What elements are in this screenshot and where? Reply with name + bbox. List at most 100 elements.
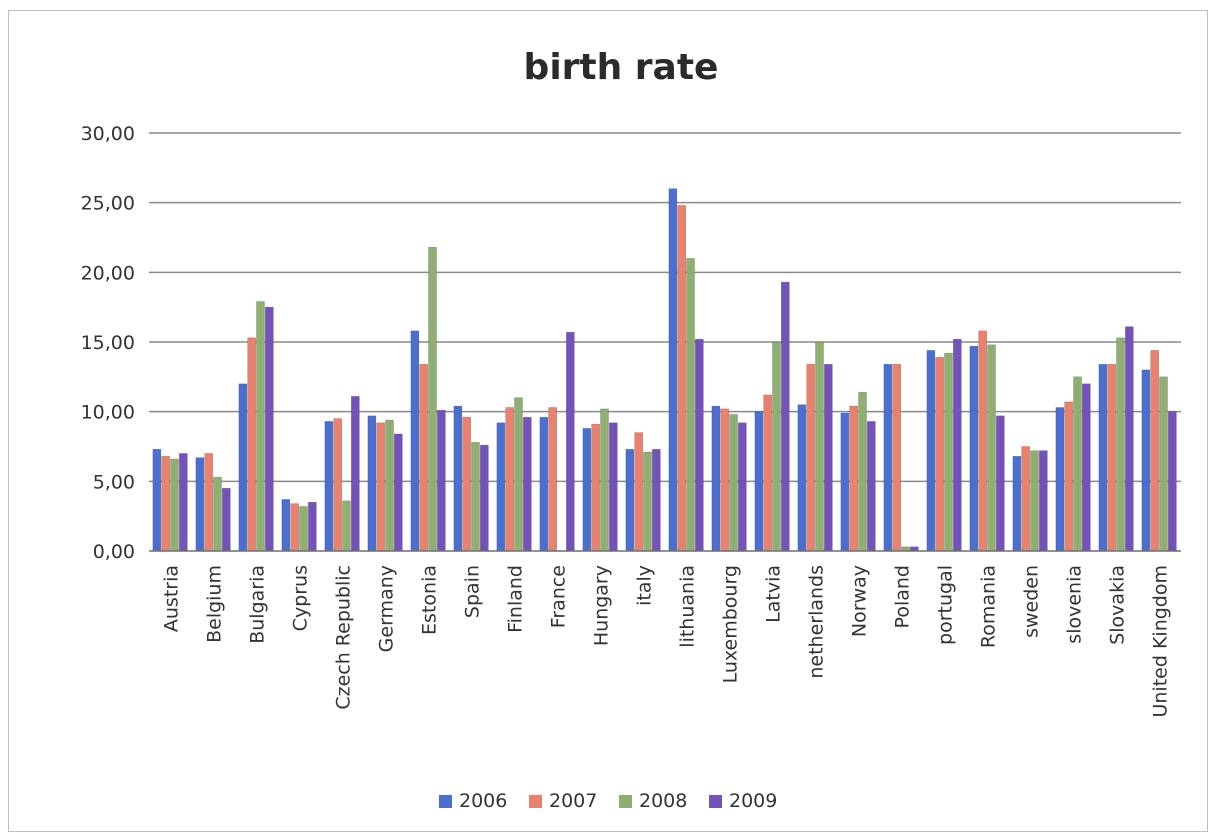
bar-united-kingdom-2007	[1150, 350, 1159, 552]
legend-label-2006: 2006	[459, 790, 507, 812]
bar-finland-2009	[523, 416, 532, 552]
bar-hungary-2008	[600, 408, 609, 552]
bar-austria-2006	[152, 448, 162, 552]
bar-germany-2009	[394, 433, 403, 552]
bar-finland-2007	[505, 407, 515, 552]
bar-germany-2008	[385, 419, 394, 552]
bar-france-2007	[548, 407, 558, 552]
category-label-germany: Germany	[376, 565, 398, 652]
bar-czech-republic-2006	[324, 421, 334, 552]
bar-slovakia-2007	[1107, 363, 1116, 552]
bar-sweden-2009	[1039, 450, 1048, 552]
bar-norway-2009	[867, 421, 876, 552]
bar-norway-2008	[858, 391, 867, 552]
category-label-luxembourg: Luxembourg	[720, 565, 742, 683]
bar-hungary-2007	[591, 423, 601, 552]
bar-sweden-2008	[1030, 450, 1039, 552]
category-label-czech-republic: Czech Republic	[333, 565, 355, 710]
bar-spain-2007	[462, 416, 472, 552]
bar-italy-2009	[652, 448, 661, 552]
legend-swatch-2006	[439, 795, 452, 808]
bar-germany-2006	[367, 415, 377, 552]
bar-netherlands-2008	[815, 341, 824, 552]
bar-italy-2007	[634, 432, 644, 552]
y-axis-ticks: 0,00 5,00 10,00 15,00 20,00 25,00 30,00	[81, 123, 135, 563]
bar-belgium-2006	[195, 457, 205, 552]
bar-italy-2008	[643, 451, 652, 552]
y-tick-label: 5,00	[93, 471, 135, 493]
bar-sweden-2007	[1021, 446, 1031, 552]
bar-cyprus-2008	[299, 506, 308, 552]
bar-bulgaria-2008	[256, 301, 265, 552]
bar-estonia-2008	[428, 246, 437, 552]
bar-estonia-2007	[419, 363, 429, 552]
bar-cyprus-2007	[290, 503, 300, 552]
y-tick-label: 0,00	[93, 541, 135, 563]
bar-slovakia-2009	[1125, 326, 1134, 552]
bar-cyprus-2006	[281, 499, 291, 552]
bar-slovenia-2007	[1064, 401, 1073, 552]
bar-lithuania-2006	[668, 188, 678, 552]
bar-italy-2006	[625, 448, 635, 552]
bar-belgium-2008	[213, 476, 222, 552]
legend-label-2008: 2008	[639, 790, 687, 812]
bar-portugal-2009	[953, 338, 962, 552]
bar-united-kingdom-2008	[1159, 376, 1168, 552]
bar-cyprus-2009	[308, 501, 317, 552]
bar-netherlands-2009	[824, 363, 833, 552]
bar-latvia-2006	[754, 411, 764, 552]
category-label-romania: Romania	[978, 565, 1000, 648]
bar-austria-2007	[161, 455, 171, 552]
bar-united-kingdom-2006	[1141, 369, 1151, 552]
category-label-cyprus: Cyprus	[290, 565, 312, 631]
chart-title: birth rate	[524, 47, 719, 88]
bar-romania-2006	[969, 345, 979, 552]
category-label-lithuania: lithuania	[677, 565, 699, 648]
category-label-finland: Finland	[505, 565, 527, 633]
bar-austria-2009	[179, 453, 188, 552]
category-label-spain: Spain	[462, 565, 484, 618]
bar-spain-2008	[471, 442, 480, 552]
bar-latvia-2008	[772, 341, 781, 552]
category-label-slovakia: Slovakia	[1107, 565, 1129, 645]
bar-czech-republic-2008	[342, 500, 351, 552]
bar-lithuania-2007	[677, 205, 687, 552]
gridlines	[149, 132, 1181, 483]
category-label-slovenia: slovenia	[1064, 565, 1086, 644]
bar-united-kingdom-2009	[1168, 411, 1177, 552]
category-label-austria: Austria	[161, 565, 183, 632]
bar-latvia-2007	[763, 394, 773, 552]
bar-slovenia-2006	[1055, 407, 1065, 552]
bar-lithuania-2009	[695, 338, 704, 552]
bar-slovakia-2008	[1116, 337, 1125, 552]
bar-hungary-2006	[582, 428, 592, 552]
bar-poland-2006	[883, 363, 893, 552]
bar-norway-2006	[840, 412, 850, 552]
bar-sweden-2006	[1012, 455, 1022, 552]
category-label-latvia: Latvia	[763, 565, 785, 623]
legend-swatch-2008	[619, 795, 632, 808]
bar-czech-republic-2007	[333, 418, 343, 552]
legend-label-2009: 2009	[729, 790, 777, 812]
category-label-poland: Poland	[892, 565, 914, 628]
bar-poland-2007	[892, 363, 902, 552]
legend-label-2007: 2007	[549, 790, 597, 812]
bar-portugal-2008	[944, 352, 953, 552]
bar-czech-republic-2009	[351, 396, 360, 552]
category-label-norway: Norway	[849, 565, 871, 637]
bar-norway-2007	[849, 405, 859, 552]
legend-swatch-2009	[709, 795, 722, 808]
bar-luxembourg-2007	[720, 408, 730, 552]
category-label-belgium: Belgium	[204, 565, 226, 643]
bar-austria-2008	[170, 458, 179, 552]
bar-estonia-2009	[437, 409, 446, 552]
bar-slovakia-2006	[1098, 363, 1108, 552]
bar-romania-2008	[987, 344, 996, 552]
bar-finland-2006	[496, 422, 506, 552]
bar-bulgaria-2009	[265, 306, 274, 552]
category-label-bulgaria: Bulgaria	[247, 565, 269, 644]
bar-romania-2007	[978, 330, 988, 552]
bar-slovenia-2008	[1073, 376, 1082, 552]
category-label-united-kingdom: United Kingdom	[1150, 565, 1172, 718]
category-label-portugal: portugal	[935, 565, 957, 645]
